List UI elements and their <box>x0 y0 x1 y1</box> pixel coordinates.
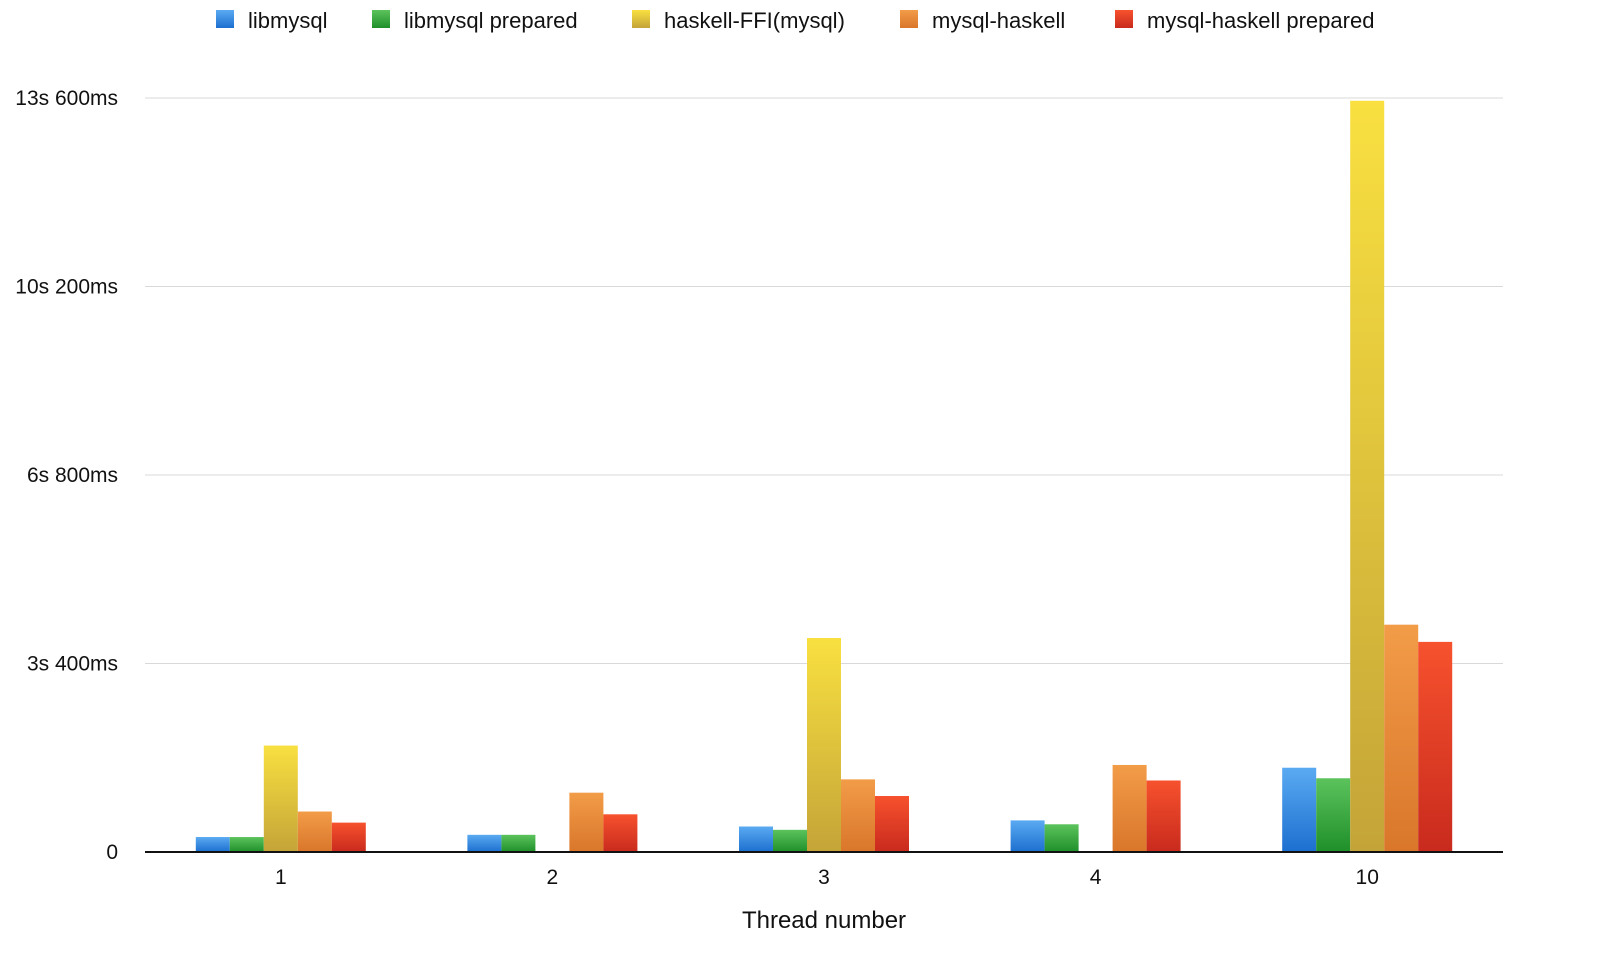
bar-libmysql-2 <box>467 834 502 852</box>
bar-haskell-ffi-mysql--10 <box>1350 100 1385 853</box>
legend-label: libmysql prepared <box>404 8 578 33</box>
x-tick-label: 3 <box>818 866 830 889</box>
bar-mysql-haskell-prepared-10 <box>1418 641 1453 852</box>
legend: libmysql libmysql prepared haskell-FFI(mys… <box>216 8 1374 33</box>
legend-swatch <box>1115 10 1133 28</box>
legend-item: haskell-FFI(mysql) <box>632 8 845 33</box>
y-tick-label: 3s 400ms <box>27 653 118 676</box>
bar-mysql-haskell-prepared-3 <box>875 796 909 852</box>
x-axis-ticks: 1 2 3 4 10 <box>275 866 1379 889</box>
bar-mysql-haskell-10 <box>1384 624 1419 852</box>
bar-libmysql-1 <box>195 837 230 852</box>
legend-item: mysql-haskell prepared <box>1115 8 1374 33</box>
bar-haskell-ffi-mysql--3 <box>807 637 841 852</box>
bar-mysql-haskell-4 <box>1112 764 1147 852</box>
x-tick-label: 10 <box>1356 866 1379 889</box>
legend-label: haskell-FFI(mysql) <box>664 8 845 33</box>
x-axis-title: Thread number <box>742 907 906 934</box>
bar-libmysql-4 <box>1010 820 1045 852</box>
bar-mysql-haskell-2 <box>569 792 604 852</box>
x-tick-label: 4 <box>1090 866 1102 889</box>
legend-item: libmysql prepared <box>372 8 578 33</box>
bar-libmysql-3 <box>739 826 773 852</box>
y-axis-ticks: 0 3s 400ms 6s 800ms 10s 200ms 13s 600ms <box>15 87 118 864</box>
bar-mysql-haskell-prepared-4 <box>1146 780 1181 852</box>
bar-haskell-ffi-mysql--1 <box>263 745 298 852</box>
bar-libmysql-10 <box>1282 767 1317 852</box>
x-tick-label: 1 <box>275 866 287 889</box>
bar-mysql-haskell-prepared-1 <box>331 822 366 852</box>
bar-mysql-haskell-prepared-2 <box>603 814 638 852</box>
legend-swatch <box>372 10 390 28</box>
bars <box>195 100 1453 853</box>
legend-swatch <box>216 10 234 28</box>
bar-libmysql-prepared-2 <box>501 834 536 852</box>
legend-label: libmysql <box>248 8 327 33</box>
grid-lines <box>145 97 1503 664</box>
bar-mysql-haskell-1 <box>297 811 332 852</box>
y-tick-label: 0 <box>106 841 118 864</box>
legend-swatch <box>900 10 918 28</box>
legend-label: mysql-haskell <box>932 8 1065 33</box>
x-tick-label: 2 <box>547 866 559 889</box>
bar-libmysql-prepared-3 <box>773 829 807 852</box>
y-tick-label: 6s 800ms <box>27 464 118 487</box>
bar-libmysql-prepared-1 <box>229 837 264 852</box>
y-tick-label: 13s 600ms <box>15 87 118 110</box>
bar-libmysql-prepared-10 <box>1316 778 1351 852</box>
legend-item: libmysql <box>216 8 327 33</box>
legend-item: mysql-haskell <box>900 8 1065 33</box>
legend-swatch <box>632 10 650 28</box>
legend-label: mysql-haskell prepared <box>1147 8 1374 33</box>
bar-libmysql-prepared-4 <box>1044 824 1079 852</box>
y-tick-label: 10s 200ms <box>15 276 118 299</box>
bar-mysql-haskell-3 <box>841 779 875 852</box>
